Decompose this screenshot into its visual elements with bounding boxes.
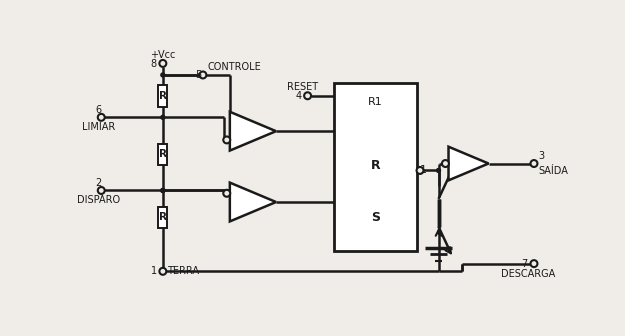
Circle shape	[531, 260, 538, 267]
Text: DESCARGA: DESCARGA	[501, 268, 555, 279]
Circle shape	[416, 167, 424, 174]
Circle shape	[98, 187, 105, 194]
Polygon shape	[230, 183, 276, 221]
Text: SAÍDA: SAÍDA	[539, 166, 569, 176]
Circle shape	[159, 60, 166, 67]
Bar	[158, 207, 168, 228]
Circle shape	[442, 160, 449, 167]
Circle shape	[160, 72, 166, 78]
Text: 1: 1	[420, 165, 427, 175]
Polygon shape	[449, 147, 489, 180]
Text: LIMIAR: LIMIAR	[81, 122, 115, 132]
Bar	[158, 143, 168, 165]
Bar	[158, 85, 168, 107]
Text: CONTROLE: CONTROLE	[208, 62, 261, 72]
Circle shape	[160, 188, 166, 193]
Circle shape	[160, 115, 166, 120]
Text: 4: 4	[296, 91, 301, 101]
Text: DISPARO: DISPARO	[77, 196, 120, 206]
Text: R: R	[159, 91, 167, 101]
Text: 7: 7	[522, 259, 528, 268]
Circle shape	[531, 160, 538, 167]
Text: 8: 8	[151, 59, 157, 69]
Text: R: R	[371, 159, 380, 172]
Text: 2: 2	[95, 178, 101, 188]
Text: R1: R1	[368, 97, 382, 107]
Text: R: R	[159, 149, 167, 159]
Circle shape	[98, 114, 105, 121]
Text: 1: 1	[151, 266, 157, 276]
Circle shape	[436, 168, 441, 173]
Text: RESET: RESET	[288, 82, 319, 91]
Text: S: S	[371, 211, 380, 224]
Text: 5: 5	[195, 70, 201, 80]
Circle shape	[160, 188, 166, 193]
Text: R: R	[159, 212, 167, 222]
Circle shape	[223, 190, 230, 197]
Circle shape	[304, 92, 311, 99]
Text: +Vcc: +Vcc	[150, 50, 176, 60]
Circle shape	[159, 268, 166, 275]
Text: TERRA: TERRA	[168, 266, 199, 276]
Text: 6: 6	[95, 104, 101, 115]
Bar	[334, 83, 417, 251]
Circle shape	[199, 72, 206, 78]
Text: 3: 3	[539, 151, 545, 161]
Polygon shape	[230, 112, 276, 151]
Circle shape	[223, 136, 230, 143]
